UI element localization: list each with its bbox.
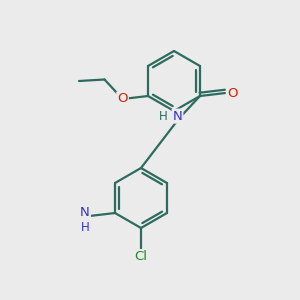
Text: O: O xyxy=(227,86,237,100)
Text: N: N xyxy=(172,110,182,123)
Text: Cl: Cl xyxy=(134,250,148,263)
Text: O: O xyxy=(117,92,128,106)
Text: N: N xyxy=(80,206,90,219)
Text: H: H xyxy=(81,221,89,234)
Text: H: H xyxy=(159,110,168,123)
